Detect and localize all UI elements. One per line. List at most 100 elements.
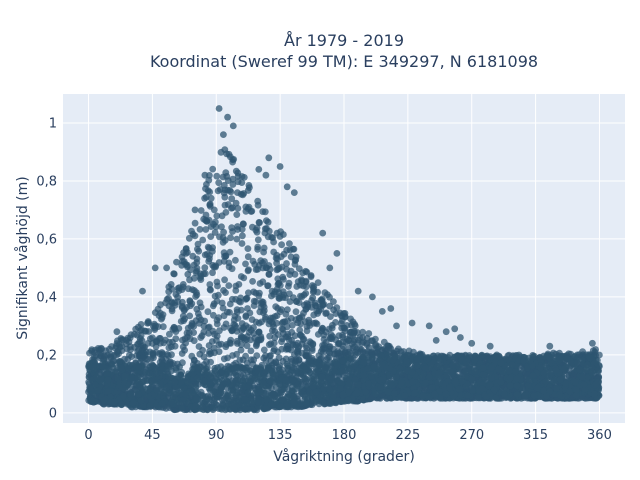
- data-point: [186, 297, 194, 305]
- data-point: [266, 332, 274, 340]
- data-point: [284, 317, 291, 325]
- data-point: [191, 287, 198, 294]
- data-point: [202, 226, 210, 233]
- data-point: [322, 310, 330, 317]
- data-point: [213, 212, 221, 220]
- data-point: [242, 260, 249, 268]
- data-point: [220, 355, 228, 363]
- data-point: [196, 226, 204, 233]
- data-point: [262, 357, 270, 364]
- data-point: [227, 324, 234, 332]
- data-points: [85, 105, 603, 414]
- data-point: [233, 211, 241, 219]
- data-point: [342, 339, 350, 346]
- data-point: [209, 165, 217, 173]
- data-point: [273, 312, 281, 319]
- data-point: [216, 327, 223, 335]
- data-point: [259, 298, 267, 306]
- data-point: [230, 369, 238, 377]
- data-point: [207, 233, 215, 241]
- data-point: [144, 340, 152, 347]
- data-point: [145, 328, 153, 335]
- data-point: [191, 219, 199, 227]
- data-point: [505, 367, 513, 375]
- data-point: [250, 288, 257, 296]
- data-point: [215, 179, 223, 187]
- data-point: [309, 341, 317, 349]
- data-point: [203, 358, 210, 366]
- data-point: [134, 323, 142, 331]
- data-point: [372, 390, 380, 398]
- data-point: [252, 266, 260, 273]
- data-point: [232, 167, 240, 175]
- data-point: [250, 324, 257, 331]
- data-point: [264, 282, 271, 290]
- data-point: [179, 312, 187, 320]
- data-point: [262, 367, 269, 374]
- data-point: [259, 259, 266, 267]
- data-point: [197, 303, 205, 311]
- data-point: [220, 249, 228, 257]
- data-point: [207, 350, 215, 357]
- data-point: [294, 345, 302, 352]
- data-point: [286, 271, 294, 278]
- data-point: [239, 191, 247, 199]
- data-point: [312, 302, 319, 309]
- data-point: [226, 339, 234, 347]
- data-point: [294, 319, 302, 327]
- data-point: [320, 336, 328, 343]
- data-point: [194, 245, 201, 253]
- data-point: [273, 319, 280, 327]
- data-point: [125, 338, 133, 346]
- data-point: [245, 203, 253, 211]
- data-point: [283, 342, 291, 350]
- data-point: [277, 253, 285, 261]
- data-point: [213, 320, 221, 328]
- data-point: [238, 240, 246, 247]
- data-point: [237, 298, 244, 306]
- data-point: [303, 344, 310, 352]
- data-point: [265, 320, 273, 328]
- data-point: [96, 354, 104, 362]
- data-point: [254, 197, 262, 205]
- data-point: [359, 328, 367, 336]
- data-point: [107, 351, 115, 358]
- data-point: [219, 304, 227, 312]
- data-point: [203, 181, 210, 188]
- data-point: [315, 352, 323, 359]
- data-point: [157, 339, 164, 347]
- data-point: [233, 350, 241, 358]
- data-point: [229, 181, 237, 188]
- data-point: [255, 328, 263, 336]
- data-point: [260, 346, 268, 354]
- data-point: [328, 335, 336, 343]
- data-point: [117, 335, 125, 342]
- chart-title-line-1: År 1979 - 2019: [284, 31, 404, 50]
- data-point: [158, 315, 165, 323]
- data-point: [352, 349, 359, 356]
- data-point: [248, 316, 256, 323]
- data-point: [319, 301, 327, 308]
- data-point: [233, 235, 241, 243]
- data-point: [237, 346, 245, 354]
- data-point: [234, 315, 242, 322]
- data-point: [295, 265, 303, 272]
- data-point: [298, 276, 305, 283]
- data-point: [167, 281, 175, 288]
- data-point: [282, 355, 290, 363]
- data-point: [237, 306, 245, 314]
- data-point: [184, 333, 191, 341]
- data-point: [243, 294, 251, 302]
- data-point: [336, 309, 344, 317]
- data-point: [179, 336, 186, 344]
- data-point: [171, 299, 179, 307]
- data-point: [232, 282, 240, 290]
- data-point: [329, 321, 336, 329]
- data-point: [213, 172, 221, 180]
- data-point: [206, 286, 214, 293]
- data-point: [596, 351, 603, 359]
- data-point: [203, 250, 211, 258]
- data-point: [252, 342, 260, 350]
- data-point: [303, 327, 311, 335]
- data-point: [270, 339, 278, 347]
